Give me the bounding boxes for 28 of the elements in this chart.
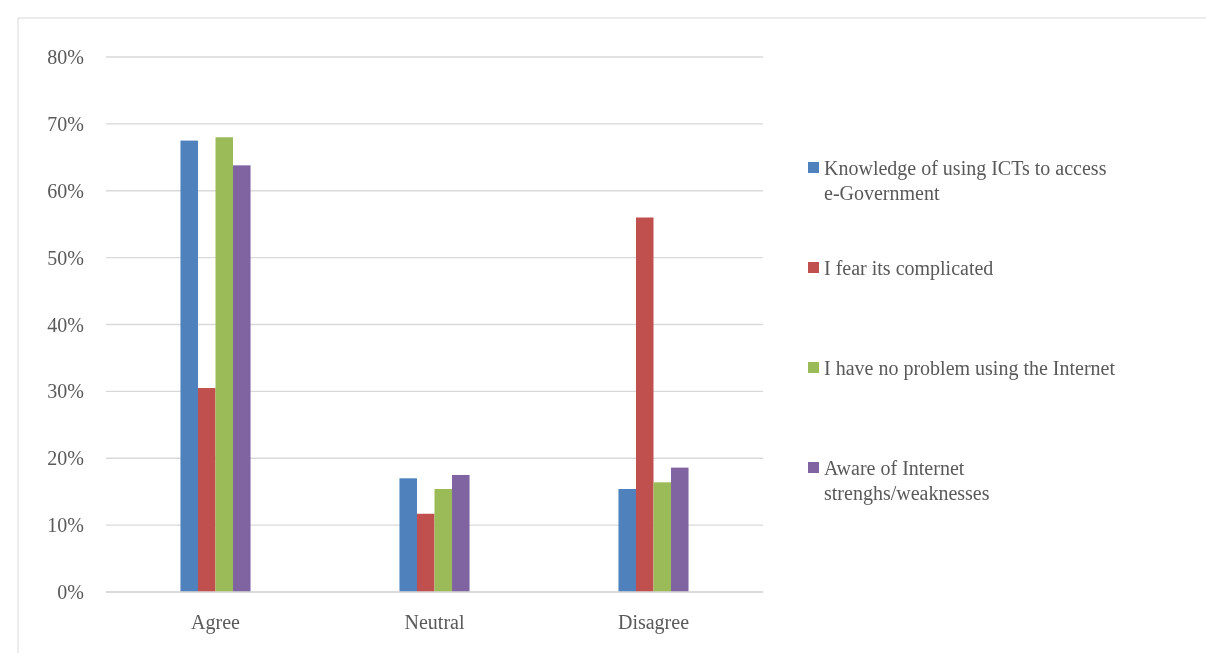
y-tick-label: 60% [47,179,84,202]
y-tick-label: 0% [57,581,84,603]
bar [635,217,654,592]
legend-label: I have no problem using the Internet [824,357,1116,380]
x-tick-label: Neutral [404,611,465,633]
legend-label: Knowledge of using ICTs to access e-Government [824,157,1107,204]
bar [233,165,251,592]
bar [399,478,417,592]
y-tick-label: 10% [47,514,84,537]
bar [197,388,216,592]
bar [452,474,470,592]
x-tick-label: Disagree [617,611,690,634]
legend-label: I fear its complicated [824,257,994,280]
y-tick-label: 70% [47,112,84,135]
y-tick-label: 50% [47,246,84,269]
y-tick-label: 20% [47,447,84,470]
bar [215,137,234,592]
bar [434,489,453,592]
bar [618,489,636,592]
y-tick-label: 30% [47,380,84,403]
x-tick-label: Agree [191,611,241,634]
bar [416,513,435,592]
bar [180,140,198,592]
y-tick-label: 40% [47,313,84,336]
y-tick-label: 80% [47,46,84,68]
legend-label: Aware of Internet strenghs/weaknesses [824,457,990,505]
bar [653,482,672,592]
bar [671,467,689,592]
